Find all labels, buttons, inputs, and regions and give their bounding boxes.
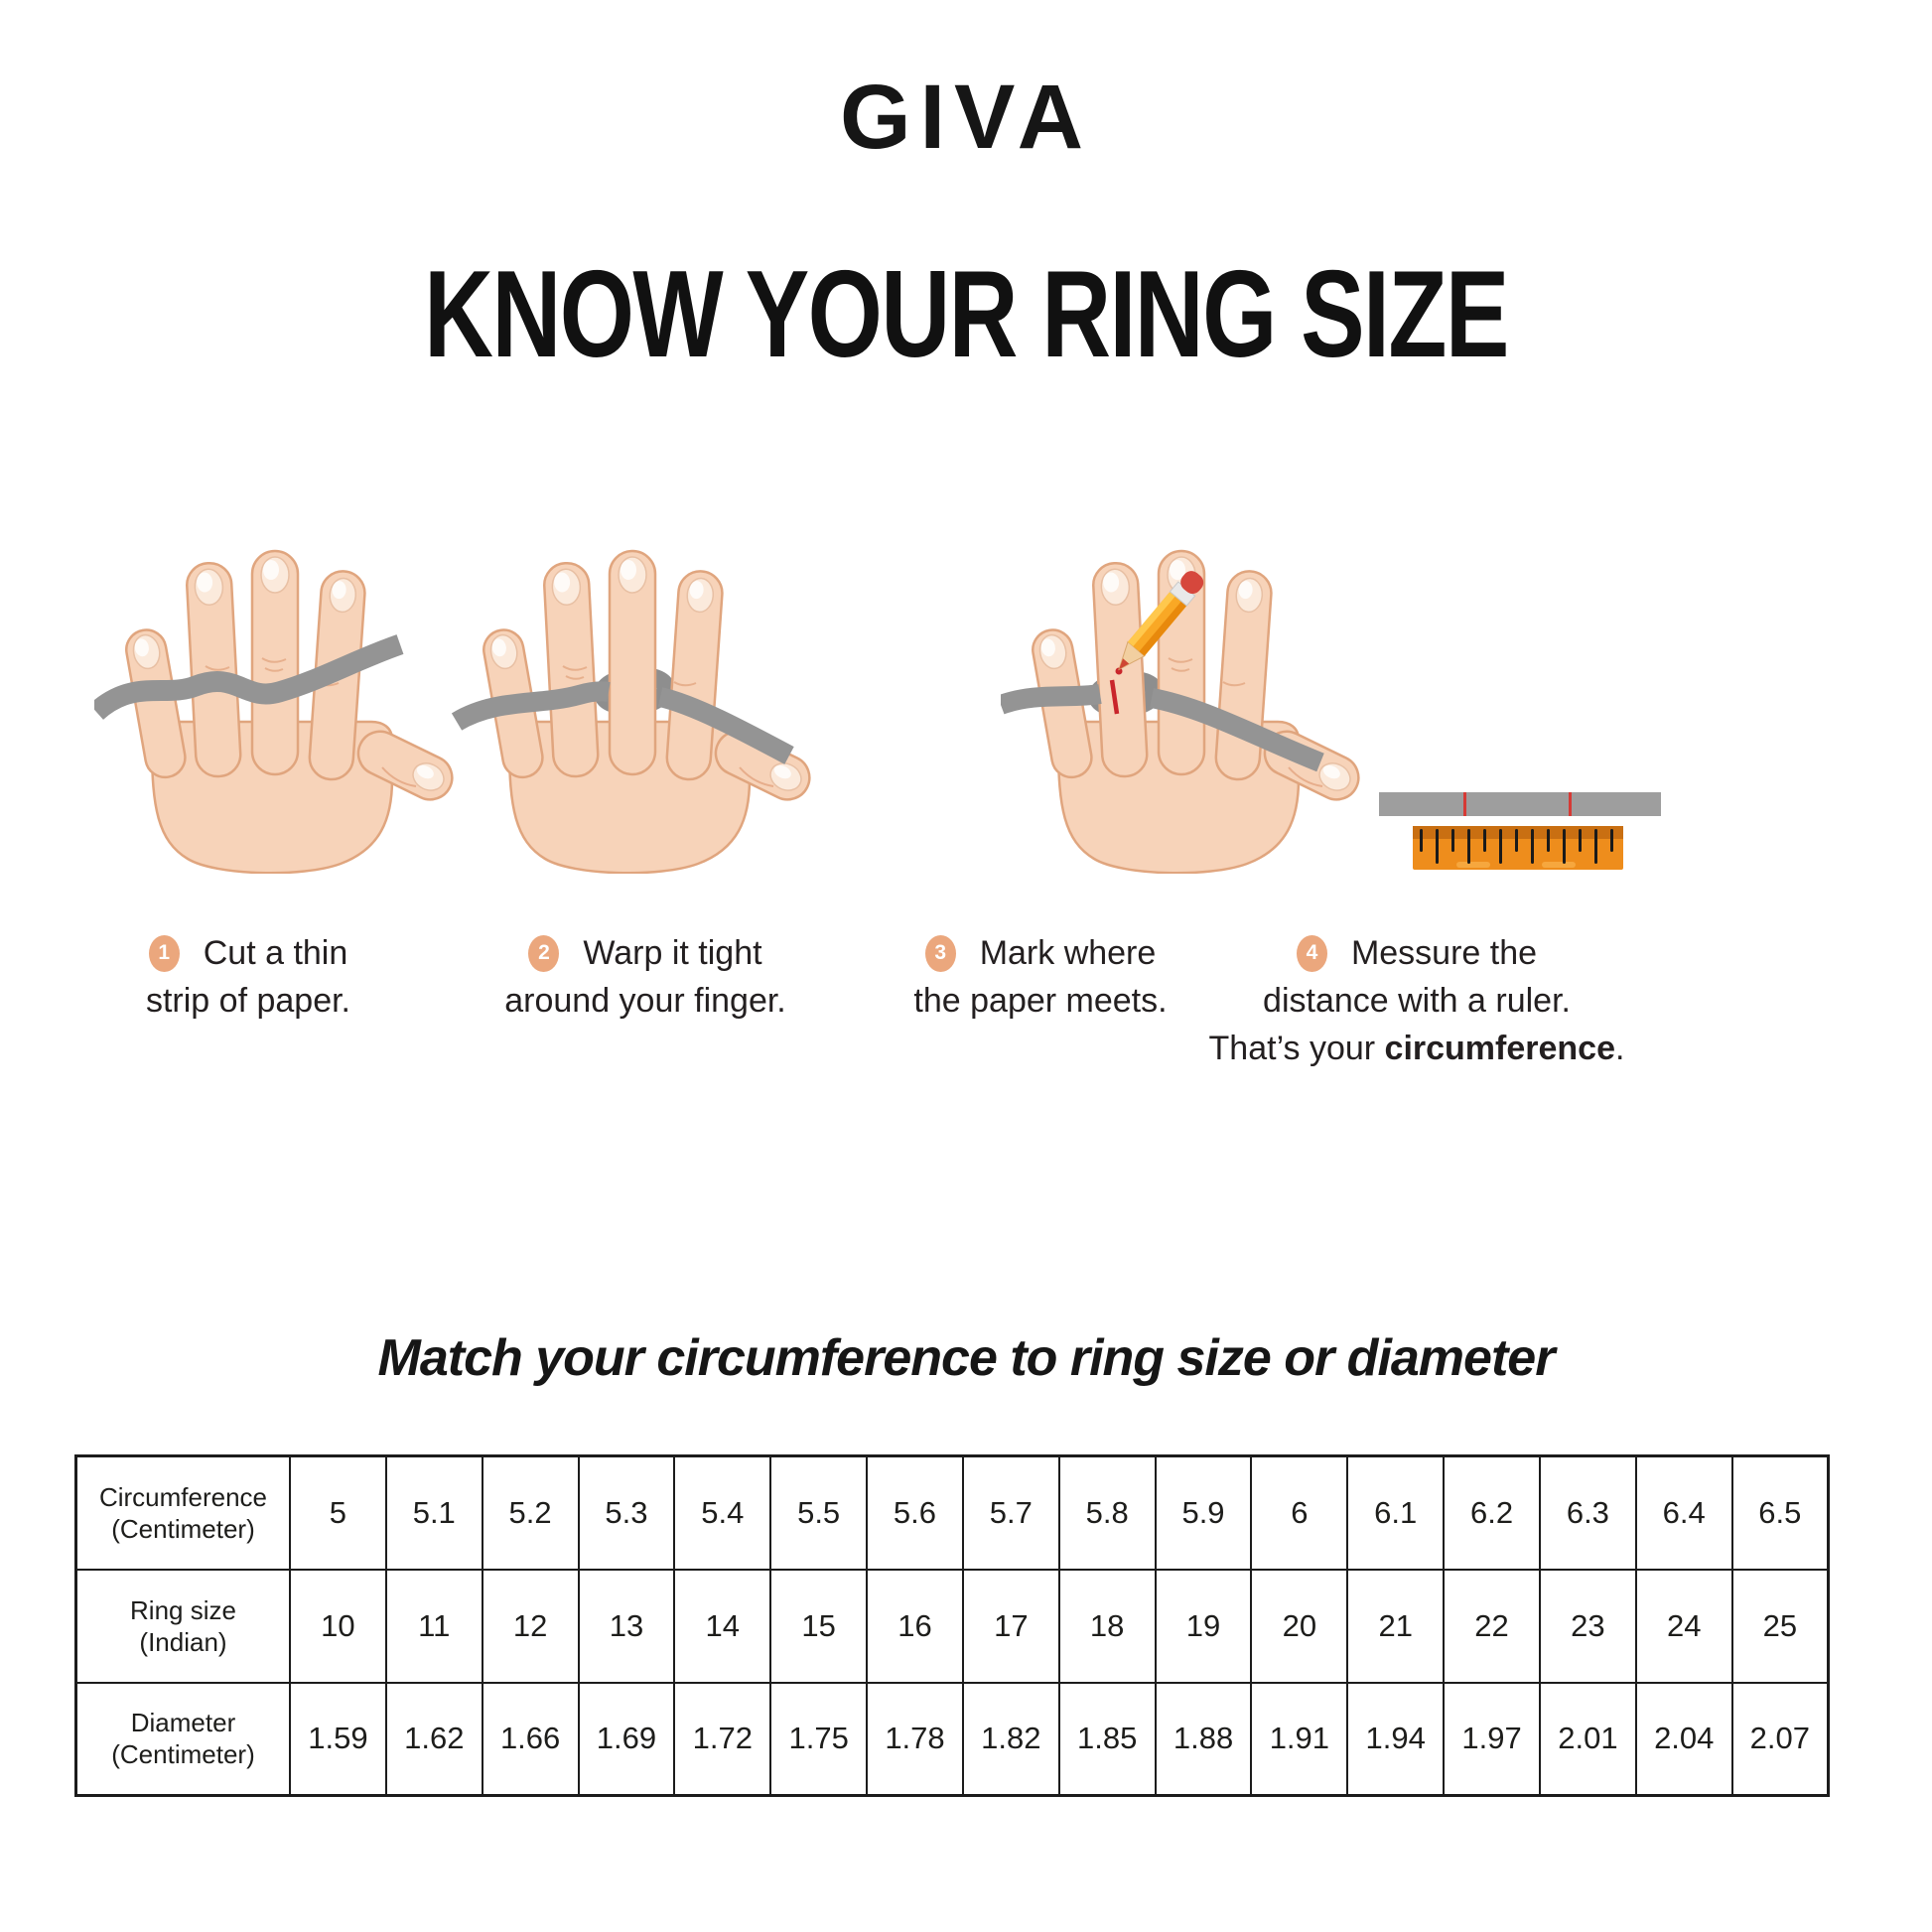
size-table-row-header: Circumference (Centimeter) [74, 1454, 291, 1571]
size-table-cell: 5.1 [384, 1454, 483, 1571]
red-mark-icon [1569, 792, 1572, 816]
size-table-cell: 24 [1634, 1568, 1733, 1684]
size-table-cell: 1.78 [866, 1681, 964, 1797]
step-number-badge: 1 [148, 934, 180, 972]
step-text-line: the paper meets. [913, 982, 1168, 1020]
hand-pencil-marking-illustration [1001, 549, 1360, 874]
size-table-cell: 5 [289, 1454, 387, 1571]
size-table-body: Circumference (Centimeter) 5 5.1 5.2 5.3 5.4 5.… [74, 1454, 1830, 1797]
size-table-cell: 5.9 [1154, 1454, 1253, 1571]
step-text-line: Warp it tight [583, 934, 762, 972]
size-table-cell: 1.91 [1250, 1681, 1349, 1797]
size-table-cell: 1.94 [1346, 1681, 1446, 1797]
hand-with-paper-strip-illustration [94, 549, 454, 874]
paper-strip-icon [94, 634, 404, 721]
circumference-keyword: circumference [1384, 1030, 1616, 1067]
size-table-cell: 20 [1250, 1568, 1349, 1684]
size-table-cell: 13 [577, 1568, 676, 1684]
size-table-cell: 19 [1154, 1568, 1253, 1684]
size-table-cell: 5.5 [769, 1454, 869, 1571]
size-table-cell: 5.6 [866, 1454, 964, 1571]
size-table-row: Circumference (Centimeter) 5 5.1 5.2 5.3 5.4 5.… [74, 1454, 1830, 1571]
step-text-line: Cut a thin [203, 934, 348, 972]
size-table-cell: 1.59 [289, 1681, 387, 1797]
size-table-cell: 1.66 [481, 1681, 580, 1797]
paper-strip-icon [1379, 792, 1661, 816]
paper-strip-icon [1001, 684, 1102, 715]
size-table-cell: 6.5 [1730, 1454, 1830, 1571]
size-table-cell: 18 [1057, 1568, 1157, 1684]
size-table-row: Diameter (Centimeter) 1.59 1.62 1.66 1.69 1.72… [74, 1681, 1830, 1797]
brand-logo: GIVA [839, 67, 1093, 168]
size-table-cell: 23 [1538, 1568, 1637, 1684]
size-table-cell: 2.07 [1730, 1681, 1830, 1797]
page-title: KNOW YOUR RING SIZE [424, 246, 1509, 383]
hand-strip-wrapped-illustration [452, 549, 811, 874]
step-caption-2: 2 Warp it tight around your finger. [447, 929, 844, 1025]
size-table-cell: 16 [866, 1568, 964, 1684]
size-table-cell: 22 [1443, 1568, 1541, 1684]
size-table-row-header: Diameter (Centimeter) [74, 1681, 291, 1797]
size-table-cell: 6.2 [1443, 1454, 1541, 1571]
size-table-cell: 14 [673, 1568, 772, 1684]
step-caption-3: 3 Mark where the paper meets. [842, 929, 1239, 1025]
size-table-cell: 1.97 [1443, 1681, 1541, 1797]
size-table-cell: 2.04 [1634, 1681, 1733, 1797]
size-table-cell: 1.88 [1154, 1681, 1253, 1797]
pencil-icon [1118, 571, 1204, 671]
size-table-cell: 11 [384, 1568, 483, 1684]
size-table-cell: 21 [1346, 1568, 1446, 1684]
size-table-cell: 25 [1730, 1568, 1830, 1684]
step-number-badge: 4 [1296, 934, 1327, 972]
red-mark-icon [1109, 679, 1120, 715]
size-table-cell: 17 [961, 1568, 1060, 1684]
step-text-line: around your finger. [504, 982, 786, 1020]
step-text-line: That’s your circumference. [1196, 1025, 1637, 1072]
size-table-cell: 1.85 [1057, 1681, 1157, 1797]
step-number: 3 [934, 941, 947, 964]
size-table-cell: 5.8 [1057, 1454, 1157, 1571]
size-table-cell: 15 [769, 1568, 869, 1684]
ring-size-table: Circumference (Centimeter) 5 5.1 5.2 5.3 5.4 5.… [74, 1454, 1830, 1797]
red-mark-icon [1463, 792, 1466, 816]
step-text-line: Mark where [979, 934, 1157, 972]
step-text-segment: That’s your [1208, 1030, 1385, 1067]
size-table-cell: 1.75 [769, 1681, 869, 1797]
step-text-segment: . [1615, 1030, 1625, 1067]
size-table-cell: 1.62 [384, 1681, 483, 1797]
size-table-cell: 1.82 [961, 1681, 1060, 1797]
step-number: 4 [1306, 941, 1318, 964]
size-table-cell: 5.7 [961, 1454, 1060, 1571]
size-table-cell: 6.3 [1538, 1454, 1637, 1571]
paper-strip-and-ruler-illustration [1379, 792, 1661, 870]
size-table-row-header: Ring size (Indian) [74, 1568, 291, 1684]
table-subtitle: Match your circumference to ring size or… [377, 1329, 1556, 1387]
ruler-icon [1413, 826, 1623, 870]
size-table-cell: 2.01 [1538, 1681, 1637, 1797]
step-number: 2 [538, 941, 550, 964]
size-table-cell: 1.72 [673, 1681, 772, 1797]
step-text-line: strip of paper. [145, 982, 350, 1020]
paper-strip-icon [452, 681, 611, 731]
size-table-cell: 5.4 [673, 1454, 772, 1571]
step-caption-1: 1 Cut a thin strip of paper. [55, 929, 442, 1025]
step-text-line: Messure the [1350, 934, 1538, 972]
size-table-cell: 6.1 [1346, 1454, 1446, 1571]
step-number-badge: 2 [528, 934, 560, 972]
size-table-cell: 6 [1250, 1454, 1349, 1571]
size-table-cell: 5.3 [577, 1454, 676, 1571]
step-caption-4: 4 Messure the distance with a ruler. Tha… [1196, 929, 1637, 1072]
step-number: 1 [158, 941, 171, 964]
step-number-badge: 3 [924, 934, 956, 972]
size-table-row: Ring size (Indian) 10 11 12 13 14 15 16 17 18 19 20 2… [74, 1568, 1830, 1684]
step-text-line: distance with a ruler. [1263, 982, 1571, 1020]
size-table-cell: 5.2 [481, 1454, 580, 1571]
size-table-cell: 12 [481, 1568, 580, 1684]
size-table-cell: 1.69 [577, 1681, 676, 1797]
size-table-cell: 10 [289, 1568, 387, 1684]
size-table-cell: 6.4 [1634, 1454, 1733, 1571]
